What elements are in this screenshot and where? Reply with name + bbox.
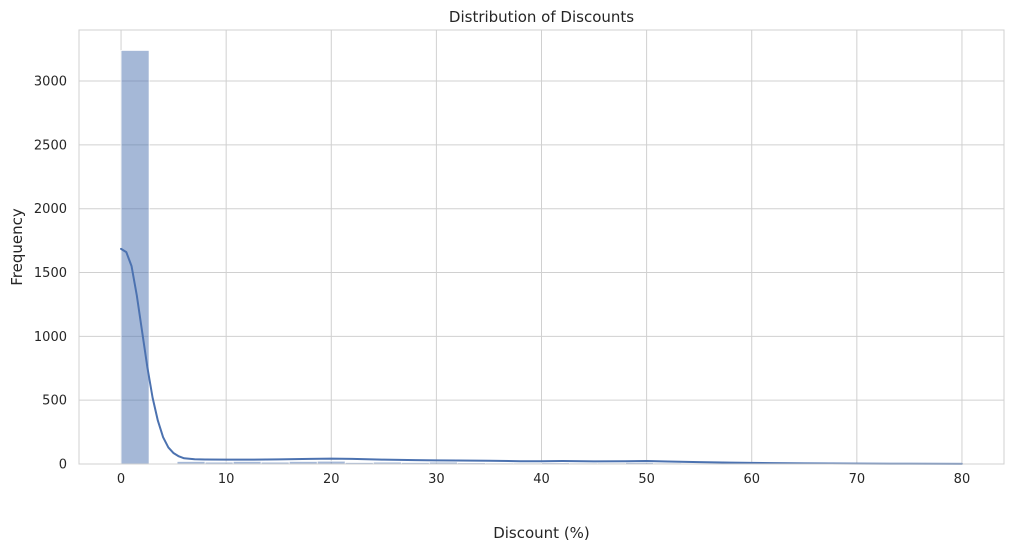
- x-tick-label: 60: [743, 472, 760, 487]
- kde-curve: [120, 247, 963, 465]
- y-tick-label: 0: [59, 458, 67, 473]
- x-tick-label: 40: [533, 472, 550, 487]
- x-tick-label: 70: [849, 472, 866, 487]
- tick-layer: 0 10 20 30 40 50 60 70 80 0 500 1000 1500 2000 2500 300…: [34, 75, 970, 487]
- chart-title: Distribution of Discounts: [449, 8, 634, 26]
- x-tick-label: 80: [954, 472, 971, 487]
- y-tick-label: 1000: [34, 330, 67, 345]
- x-axis-title: Discount (%): [493, 524, 590, 542]
- x-tick-label: 10: [218, 472, 235, 487]
- x-tick-label: 50: [638, 472, 655, 487]
- plot-frame: [78, 29, 1005, 465]
- kde-layer: [120, 247, 963, 465]
- y-tick-label: 500: [42, 394, 67, 409]
- y-axis-title: Frequency: [8, 208, 26, 286]
- y-tick-label: 1500: [34, 266, 67, 281]
- histogram-bar: [120, 50, 150, 465]
- x-tick-label: 30: [428, 472, 445, 487]
- y-tick-label: 2500: [34, 138, 67, 153]
- y-tick-label: 3000: [34, 75, 67, 90]
- y-tick-label: 2000: [34, 202, 67, 217]
- x-tick-label: 0: [117, 472, 125, 487]
- bar-layer: [120, 50, 963, 465]
- x-tick-label: 20: [323, 472, 340, 487]
